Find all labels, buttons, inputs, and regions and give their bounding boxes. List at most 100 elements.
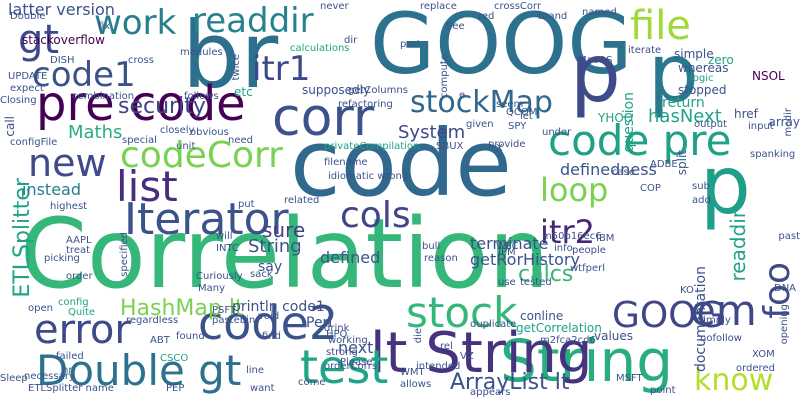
word-never: never [320, 1, 349, 12]
word-file: file [630, 3, 691, 49]
word-reason: reason [424, 253, 458, 264]
word-twice: twice [231, 54, 242, 81]
word-line: line [246, 365, 265, 376]
word-provide: provide [488, 139, 526, 150]
word-picking: picking [44, 253, 80, 264]
word-put: put [238, 199, 255, 210]
word-adbe: ADBE [650, 159, 678, 170]
word-dir: dir [344, 35, 358, 46]
word-jpm: JPM [498, 247, 516, 258]
word-bull: bull [422, 241, 441, 252]
word-nofollow: nofollow [700, 333, 742, 344]
word-string: String [248, 236, 302, 257]
word-unit: unit [176, 141, 196, 152]
word-values: values [594, 329, 634, 343]
word-see: See [446, 21, 465, 32]
word-terminate: terminate [470, 234, 549, 253]
word-sbux: SBUX [436, 141, 464, 152]
word-itr1: itr1 [252, 49, 311, 89]
word-p: p [648, 27, 699, 120]
word-yhoo: YHOO [598, 111, 634, 125]
word-code1: code1 [32, 55, 136, 95]
word-ibm: IBM [596, 233, 615, 244]
word-ordered: ordered [736, 363, 775, 374]
word-related: related [284, 195, 320, 206]
word-drink: drink [324, 323, 350, 334]
word-wmt: WMT [400, 367, 425, 378]
word-dish: DISH [50, 55, 75, 66]
word-etc: etc [234, 85, 253, 99]
word-people: people [572, 245, 606, 256]
word-allows: allows [400, 379, 432, 390]
word-obvious: obvious [190, 127, 229, 138]
word-getrorhistory: getRorHistory [470, 250, 580, 269]
word-getcorrelation: getCorrelation [516, 321, 602, 335]
word-error: error [34, 307, 131, 353]
word-getcolumns: getColumns [348, 85, 408, 96]
word-nsol: NSOL [752, 69, 785, 83]
word-stackoverflow: stackoverflow [22, 33, 105, 47]
word-rel: rel [440, 341, 453, 352]
word-config: config [58, 297, 89, 308]
word-pep: PEP [166, 383, 185, 394]
word-string: String [500, 327, 674, 395]
word-open: open [28, 303, 53, 314]
word-whereas: whereas [678, 61, 729, 75]
word-past: past [778, 231, 800, 242]
word-cross: cross [128, 55, 154, 66]
word-e: e [459, 90, 466, 101]
word-many: Many [198, 283, 226, 294]
word-test: test [300, 340, 389, 394]
word-hr: hr [62, 365, 73, 376]
word-p: p [570, 27, 621, 120]
word-duplicate: duplicate [470, 319, 517, 330]
word-aapl: AAPL [66, 235, 92, 246]
word-order: order [66, 271, 93, 282]
word-code2: code2 [198, 296, 339, 350]
word-x: X [496, 143, 503, 154]
word-die: die [413, 328, 424, 344]
word-appears: appears [470, 387, 511, 398]
word-update: UPDATE [8, 71, 48, 82]
word-new: new [28, 141, 107, 185]
word-refactoring: refactoring [338, 99, 393, 110]
word-iterator: Iterator [124, 194, 289, 245]
word-href: href [734, 107, 758, 121]
word-want: want [250, 383, 275, 394]
word-iterate: iterate [628, 45, 662, 56]
word-regardless: regardless [126, 315, 179, 326]
word-fix: fix [98, 21, 111, 32]
word-spy: SPY [508, 121, 527, 132]
word-named: named [582, 7, 617, 18]
word-seem: seem [496, 99, 524, 110]
word-goog: GOOG [612, 295, 725, 336]
word-msft: MSFT [616, 373, 643, 384]
word-corr: corr [272, 88, 375, 148]
word-special: special [122, 135, 157, 146]
word-say: say [258, 259, 283, 275]
word-psft: PSFT [212, 305, 237, 316]
word-brand: brand [538, 11, 568, 22]
word-specified: specified [119, 232, 130, 277]
word-follows: follows [184, 91, 219, 102]
word-instead: instead [22, 180, 81, 199]
word-ordercorrs: orderCorrs [324, 361, 378, 372]
word-use: use [498, 277, 516, 288]
word-configfile: configFile [10, 137, 58, 148]
word-sleep: Sleep [0, 373, 28, 384]
word-red: red [478, 11, 495, 22]
word-failed: failed [56, 351, 84, 362]
word-will: will [216, 231, 233, 242]
word-come: come [298, 377, 326, 388]
word-treat: treat [66, 245, 91, 256]
word-call: call [3, 116, 17, 137]
word-ko: KO [680, 285, 694, 296]
word-curiously: Curiously [196, 271, 243, 282]
word-case: case [612, 167, 635, 178]
word-info: info [554, 243, 573, 254]
word-stockmap: stockMap [410, 85, 553, 120]
word-csco: CSCO [160, 353, 189, 364]
word-point: point [650, 385, 676, 396]
word-println-code1: println code1 [232, 299, 325, 315]
